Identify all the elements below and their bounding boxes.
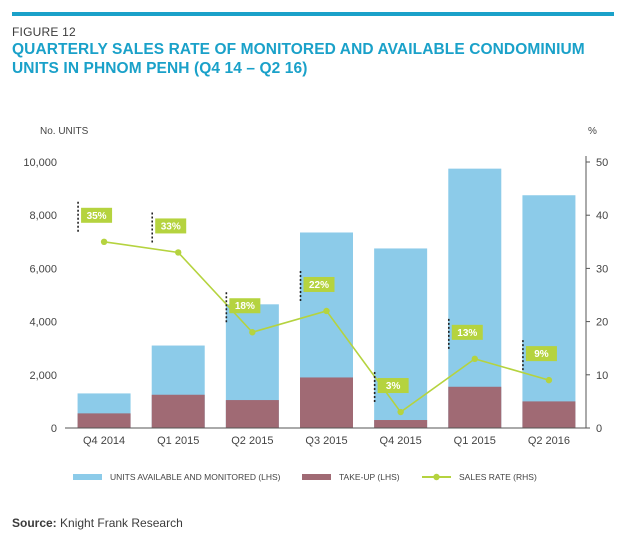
data-label-box	[229, 298, 261, 314]
y-tick-left: 10,000	[23, 157, 57, 169]
data-label-box	[155, 218, 187, 234]
chart-title: QUARTERLY SALES RATE OF MONITORED AND AV…	[12, 41, 585, 77]
line-point	[323, 307, 330, 315]
y-tick-left: 0	[51, 423, 57, 435]
y-tick-right: 20	[596, 317, 608, 329]
x-tick-label: Q2 2016	[528, 435, 570, 447]
x-tick-label: Q2 2015	[231, 435, 273, 447]
source-text: Knight Frank Research	[56, 516, 183, 530]
line-point	[100, 238, 108, 245]
source-prefix: Source:	[12, 516, 57, 530]
data-label: 35%	[87, 211, 107, 222]
y-tick-left: 4,000	[29, 317, 57, 329]
y-tick-left: 8,000	[29, 210, 57, 222]
bar-takeup	[448, 386, 502, 428]
line-point	[397, 408, 404, 416]
legend-swatch	[302, 474, 331, 480]
y-axis-title-left: No. UNITS	[40, 126, 89, 137]
bar-available	[522, 195, 576, 428]
data-label-box	[377, 378, 409, 394]
bar-takeup	[151, 394, 205, 428]
y-tick-right: 50	[596, 157, 608, 169]
line-point	[249, 329, 256, 336]
data-label-box	[81, 207, 113, 223]
x-tick-label: Q1 2015	[157, 435, 199, 447]
bar-available	[448, 168, 502, 428]
x-tick-label: Q4 2014	[83, 435, 125, 447]
y-axis-title-right: %	[588, 126, 597, 137]
line-point	[545, 376, 553, 384]
y-tick-right: 0	[596, 423, 602, 435]
data-label: 22%	[309, 280, 329, 291]
data-label: 18%	[235, 301, 255, 312]
bar-available	[374, 248, 428, 428]
data-label-box	[451, 324, 483, 340]
data-label: 9%	[534, 349, 549, 360]
legend-label: SALES RATE (RHS)	[459, 472, 537, 482]
legend-swatch	[73, 474, 102, 480]
bar-takeup	[225, 400, 279, 428]
source-note: Source: Knight Frank Research	[12, 516, 183, 530]
legend-swatch-point	[433, 473, 440, 481]
y-tick-right: 40	[596, 210, 608, 222]
data-label: 13%	[457, 328, 477, 339]
x-tick-label: Q1 2015	[454, 435, 496, 447]
bar-takeup	[374, 420, 428, 428]
bar-takeup	[300, 377, 353, 428]
data-label: 33%	[161, 221, 181, 232]
line-point	[471, 355, 478, 363]
figure-label: FIGURE 12	[12, 25, 76, 39]
data-label-box	[525, 346, 557, 362]
y-tick-right: 10	[596, 370, 608, 382]
data-label: 3%	[386, 381, 401, 392]
top-rule	[12, 12, 614, 16]
bar-takeup	[522, 401, 576, 428]
bar-takeup	[77, 413, 131, 428]
x-tick-label: Q4 2015	[380, 435, 422, 447]
legend-label: TAKE-UP (LHS)	[339, 472, 400, 482]
data-label-box	[303, 276, 335, 292]
x-tick-label: Q3 2015	[305, 435, 347, 447]
y-tick-right: 30	[596, 263, 608, 275]
legend-label: UNITS AVAILABLE AND MONITORED (LHS)	[110, 472, 281, 482]
y-tick-left: 2,000	[29, 370, 57, 382]
y-tick-left: 6,000	[29, 263, 57, 275]
line-point	[175, 249, 182, 256]
